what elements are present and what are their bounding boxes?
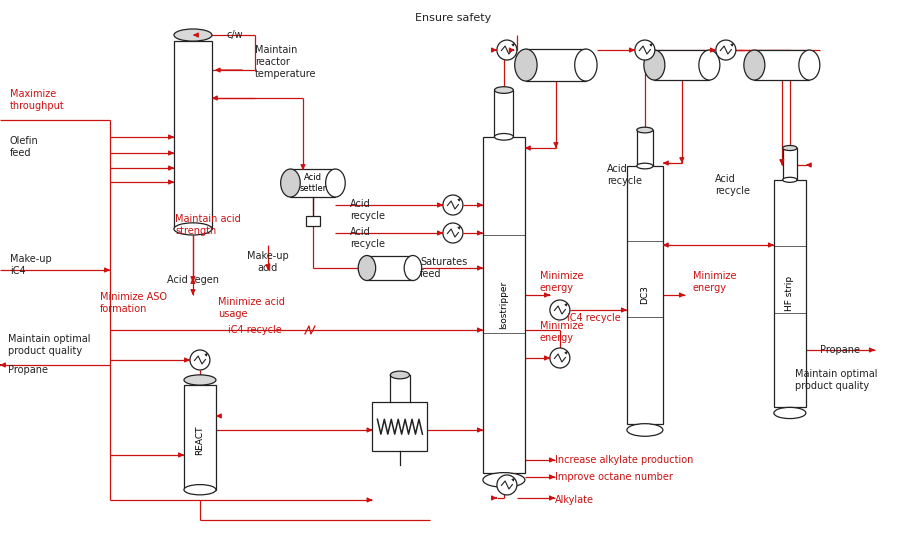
Text: Make-up
iC4: Make-up iC4 xyxy=(10,254,52,276)
Bar xyxy=(654,50,709,80)
Ellipse shape xyxy=(494,87,513,94)
Circle shape xyxy=(443,223,463,243)
Text: Make-up
acid: Make-up acid xyxy=(247,251,289,273)
Circle shape xyxy=(497,40,517,60)
Ellipse shape xyxy=(390,371,410,379)
Ellipse shape xyxy=(405,256,422,281)
Ellipse shape xyxy=(627,424,663,436)
Ellipse shape xyxy=(574,49,597,81)
Text: Minimize
energy: Minimize energy xyxy=(693,271,736,293)
Text: Acid
recycle: Acid recycle xyxy=(715,174,750,196)
Text: Ensure safety: Ensure safety xyxy=(414,13,491,23)
Text: Minimize
energy: Minimize energy xyxy=(540,321,583,343)
Text: Minimize
energy: Minimize energy xyxy=(540,271,583,293)
Text: Maximize
throughput: Maximize throughput xyxy=(10,89,65,111)
Ellipse shape xyxy=(325,169,345,197)
Bar xyxy=(483,137,525,472)
Ellipse shape xyxy=(515,49,537,81)
Ellipse shape xyxy=(783,145,797,150)
Text: DC3: DC3 xyxy=(640,286,649,305)
Ellipse shape xyxy=(799,50,820,80)
Bar xyxy=(627,166,663,424)
Bar xyxy=(783,148,797,180)
Ellipse shape xyxy=(174,29,212,41)
Bar xyxy=(754,50,809,80)
Circle shape xyxy=(550,300,570,320)
Ellipse shape xyxy=(644,50,665,80)
Text: REACT: REACT xyxy=(195,425,204,455)
Circle shape xyxy=(190,350,210,370)
Text: Improve octane number: Improve octane number xyxy=(555,472,672,482)
Ellipse shape xyxy=(636,163,653,169)
Text: Acid
recycle: Acid recycle xyxy=(607,164,642,186)
Text: Propane: Propane xyxy=(8,365,48,375)
Bar xyxy=(636,130,653,166)
Text: Minimize ASO
formation: Minimize ASO formation xyxy=(100,292,167,314)
Text: Acid
recycle: Acid recycle xyxy=(350,227,385,249)
Bar xyxy=(526,49,586,81)
Text: Saturates
feed: Saturates feed xyxy=(420,257,467,279)
Text: Maintain
reactor
temperature: Maintain reactor temperature xyxy=(255,46,316,79)
Text: Isostripper: Isostripper xyxy=(500,280,509,329)
Text: HF strip: HF strip xyxy=(786,276,795,311)
Text: Propane: Propane xyxy=(820,345,859,355)
Ellipse shape xyxy=(743,50,765,80)
Circle shape xyxy=(550,348,570,368)
Text: Increase alkylate production: Increase alkylate production xyxy=(555,455,693,465)
Text: Maintain optimal
product quality: Maintain optimal product quality xyxy=(8,334,91,356)
Bar xyxy=(372,402,427,452)
Ellipse shape xyxy=(494,134,513,140)
Text: Olefin
feed: Olefin feed xyxy=(10,136,39,158)
Bar xyxy=(184,385,216,490)
Text: c/w: c/w xyxy=(227,30,244,40)
Text: iC4 recycle: iC4 recycle xyxy=(567,313,620,323)
Ellipse shape xyxy=(699,50,720,80)
Text: Maintain acid
strength: Maintain acid strength xyxy=(175,214,241,236)
Ellipse shape xyxy=(774,407,806,418)
Circle shape xyxy=(497,475,517,495)
Text: Minimize acid
usage: Minimize acid usage xyxy=(218,297,285,319)
Text: iC4 recycle: iC4 recycle xyxy=(228,325,281,335)
Ellipse shape xyxy=(184,375,216,385)
Text: Alkylate: Alkylate xyxy=(555,495,594,505)
Ellipse shape xyxy=(280,169,300,197)
Bar xyxy=(367,256,413,281)
Bar xyxy=(494,90,513,137)
Text: Acid
recycle: Acid recycle xyxy=(350,199,385,221)
Text: Acid regen: Acid regen xyxy=(167,275,219,285)
Bar xyxy=(306,216,320,226)
Ellipse shape xyxy=(174,223,212,235)
Circle shape xyxy=(716,40,736,60)
Bar xyxy=(290,169,335,197)
Ellipse shape xyxy=(483,472,525,487)
Circle shape xyxy=(635,40,654,60)
Ellipse shape xyxy=(783,177,797,182)
Ellipse shape xyxy=(358,256,376,281)
Bar xyxy=(174,41,212,229)
Text: Maintain optimal
product quality: Maintain optimal product quality xyxy=(795,369,877,391)
Bar xyxy=(774,180,806,407)
Circle shape xyxy=(443,195,463,215)
Text: Acid
settler: Acid settler xyxy=(299,173,326,193)
Ellipse shape xyxy=(636,127,653,133)
Ellipse shape xyxy=(184,485,216,495)
